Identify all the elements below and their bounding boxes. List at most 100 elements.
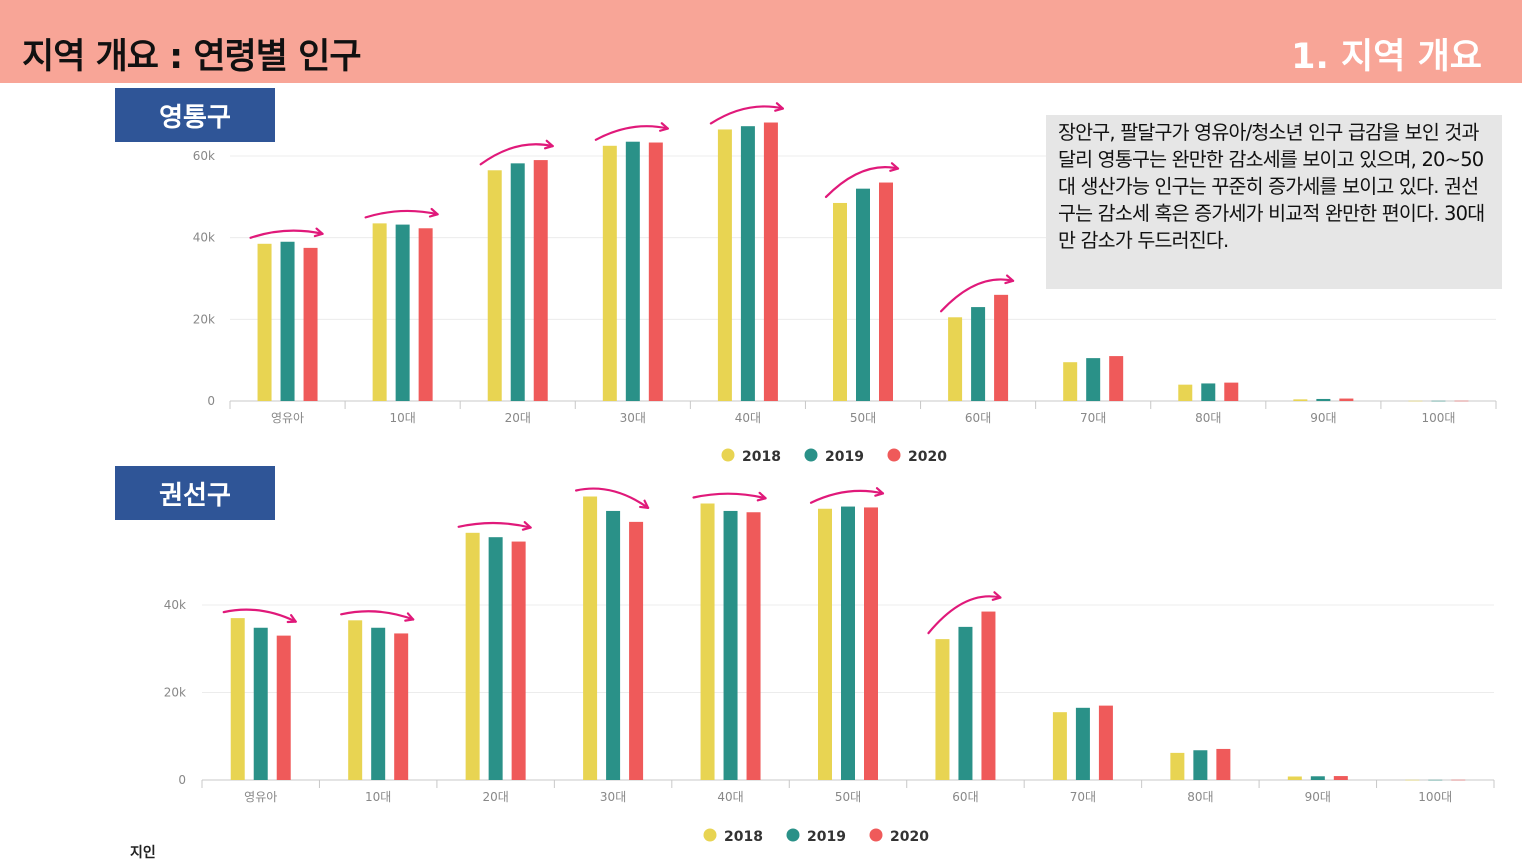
legend-swatch-2019 (786, 828, 800, 842)
trend-arrow (709, 105, 785, 125)
bar-2020 (994, 294, 1009, 401)
trend-arrow-head (874, 487, 885, 497)
legend-swatch-2020 (869, 828, 883, 842)
y-tick-label: 20k (164, 686, 186, 700)
y-tick-label: 40k (193, 231, 215, 245)
trend-arrow-head (639, 499, 650, 509)
bar-2020 (1454, 400, 1469, 402)
x-tick-label: 40대 (717, 790, 743, 804)
x-tick-label: 50대 (850, 411, 876, 425)
legend-label-2020: 2020 (890, 829, 929, 845)
bar-2020 (276, 635, 291, 780)
x-tick-label: 40대 (735, 411, 761, 425)
trend-arrow-head (521, 521, 532, 531)
trend-arrow-head (313, 227, 324, 238)
x-tick-label: 90대 (1310, 411, 1336, 425)
page-title: 지역 개요 : 연령별 인구 (22, 37, 362, 77)
bar-2018 (1052, 712, 1067, 780)
y-tick-label: 40k (164, 598, 186, 612)
legend-label-2018: 2018 (724, 829, 763, 845)
trend-arrow (222, 608, 297, 623)
trend-arrow (249, 229, 324, 239)
bar-2019 (253, 627, 268, 780)
bar-2018 (948, 317, 963, 401)
bar-2019 (856, 188, 870, 401)
bar-2019 (1310, 776, 1325, 780)
bar-2018 (602, 145, 617, 401)
trend-arrow-head (286, 614, 297, 624)
bar-2018 (1063, 362, 1078, 401)
legend-swatch-2019 (804, 448, 818, 462)
y-tick-label: 60k (193, 149, 215, 163)
trend-arrow (809, 489, 885, 504)
bar-2019 (1201, 383, 1216, 401)
legend-label-2020: 2020 (908, 449, 947, 465)
bar-2020 (511, 541, 526, 780)
trend-arrow (364, 209, 439, 219)
x-tick-label: 80대 (1187, 790, 1213, 804)
legend-label-2019: 2019 (825, 449, 864, 465)
x-tick-label: 영유아 (271, 411, 304, 425)
x-tick-label: 10대 (389, 411, 415, 425)
trend-arrow-head (428, 207, 439, 218)
trend-arrow (692, 492, 767, 500)
bar-2019 (1428, 779, 1443, 781)
bar-2019 (1431, 400, 1446, 402)
x-tick-label: 20대 (505, 411, 531, 425)
bar-2020 (1333, 776, 1348, 780)
bar-2019 (1316, 398, 1331, 401)
x-tick-label: 90대 (1305, 790, 1331, 804)
bar-2020 (1224, 382, 1239, 401)
bar-2020 (1098, 705, 1113, 780)
x-tick-label: 30대 (620, 411, 646, 425)
trend-arrow (479, 143, 554, 166)
trend-arrow-head (404, 612, 415, 622)
x-tick-label: 100대 (1418, 790, 1452, 804)
bar-2020 (763, 122, 778, 402)
y-tick-label: 0 (207, 394, 215, 408)
bar-2019 (510, 163, 525, 401)
x-tick-label: 20대 (482, 790, 508, 804)
trend-arrow (574, 487, 650, 509)
legend-swatch-2018 (703, 828, 717, 842)
bar-2020 (1216, 748, 1231, 780)
bar-2018 (700, 503, 715, 780)
bar-2020 (1339, 398, 1354, 401)
bar-2018 (1287, 776, 1302, 780)
bar-2020 (418, 228, 433, 401)
bar-2018 (935, 639, 950, 780)
trend-arrow-head (991, 591, 1002, 601)
bar-2018 (1170, 752, 1185, 780)
trend-arrow (824, 166, 900, 199)
bar-2019 (723, 510, 738, 780)
bar-2018 (1408, 400, 1423, 402)
trend-arrow (340, 610, 415, 621)
bar-2020 (864, 507, 878, 780)
trend-arrow (594, 125, 669, 141)
bar-2020 (1451, 779, 1466, 781)
x-tick-label: 10대 (365, 790, 391, 804)
bar-2018 (1405, 779, 1420, 781)
legend-label-2018: 2018 (742, 449, 781, 465)
bar-2018 (818, 508, 832, 780)
x-tick-label: 70대 (1080, 411, 1106, 425)
legend-swatch-2020 (887, 448, 901, 462)
y-tick-label: 0 (178, 773, 186, 787)
bar-2019 (606, 510, 621, 780)
trend-arrow-head (756, 491, 767, 502)
x-tick-label: 영유아 (244, 790, 277, 804)
y-tick-label: 20k (193, 312, 215, 326)
bar-2018 (487, 170, 502, 401)
bar-2019 (740, 126, 755, 402)
legend-label-2019: 2019 (807, 829, 846, 845)
bar-2018 (465, 532, 480, 780)
region-label-yeongtong: 영통구 (115, 88, 275, 142)
footer-mark: 지인 (130, 845, 156, 861)
bar-2018 (348, 620, 363, 780)
bar-2018 (717, 129, 732, 402)
trend-arrow-head (659, 122, 669, 132)
section-title: 1. 지역 개요 (1291, 37, 1482, 77)
x-tick-label: 100대 (1421, 411, 1455, 425)
bar-2019 (395, 224, 410, 401)
